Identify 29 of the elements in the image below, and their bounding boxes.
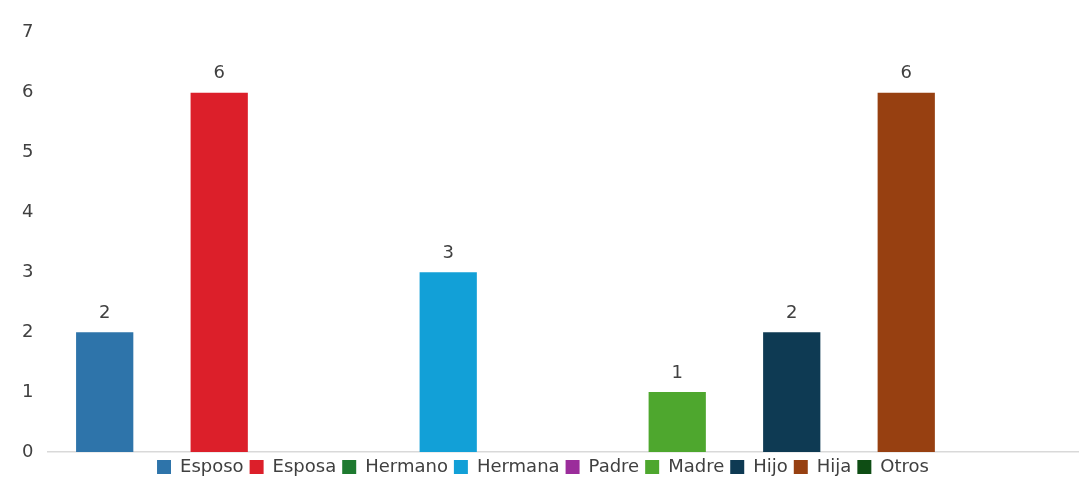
bar	[763, 332, 821, 452]
bar	[76, 332, 134, 452]
bar	[648, 392, 706, 452]
data-label: 6	[900, 61, 912, 83]
legend-label: Hermano	[365, 454, 448, 476]
data-label: 2	[786, 300, 798, 322]
legend-label: Esposa	[272, 454, 337, 476]
bar	[877, 92, 935, 452]
bar	[190, 92, 248, 452]
legend-label: Padre	[588, 454, 640, 476]
y-tick-label: 3	[22, 260, 34, 282]
y-tick-label: 5	[22, 140, 34, 162]
legend-label: Esposo	[180, 454, 244, 476]
data-label: 1	[671, 360, 683, 382]
data-label: 3	[442, 241, 454, 263]
y-tick-label: 1	[22, 379, 34, 401]
legend-label: Otros	[880, 454, 929, 476]
y-tick-label: 7	[22, 20, 34, 42]
legend-label: Hijo	[753, 454, 788, 476]
legend-label: Madre	[668, 454, 725, 476]
data-label: 2	[98, 300, 111, 322]
y-tick-label: 4	[22, 200, 34, 222]
bar	[419, 272, 477, 452]
data-label: 6	[213, 61, 225, 83]
legend-label: Hermana	[476, 454, 560, 476]
y-tick-label: 0	[22, 439, 34, 461]
legend-label: Hija	[816, 454, 852, 476]
y-tick-label: 2	[22, 319, 34, 341]
y-tick-label: 6	[22, 80, 34, 102]
